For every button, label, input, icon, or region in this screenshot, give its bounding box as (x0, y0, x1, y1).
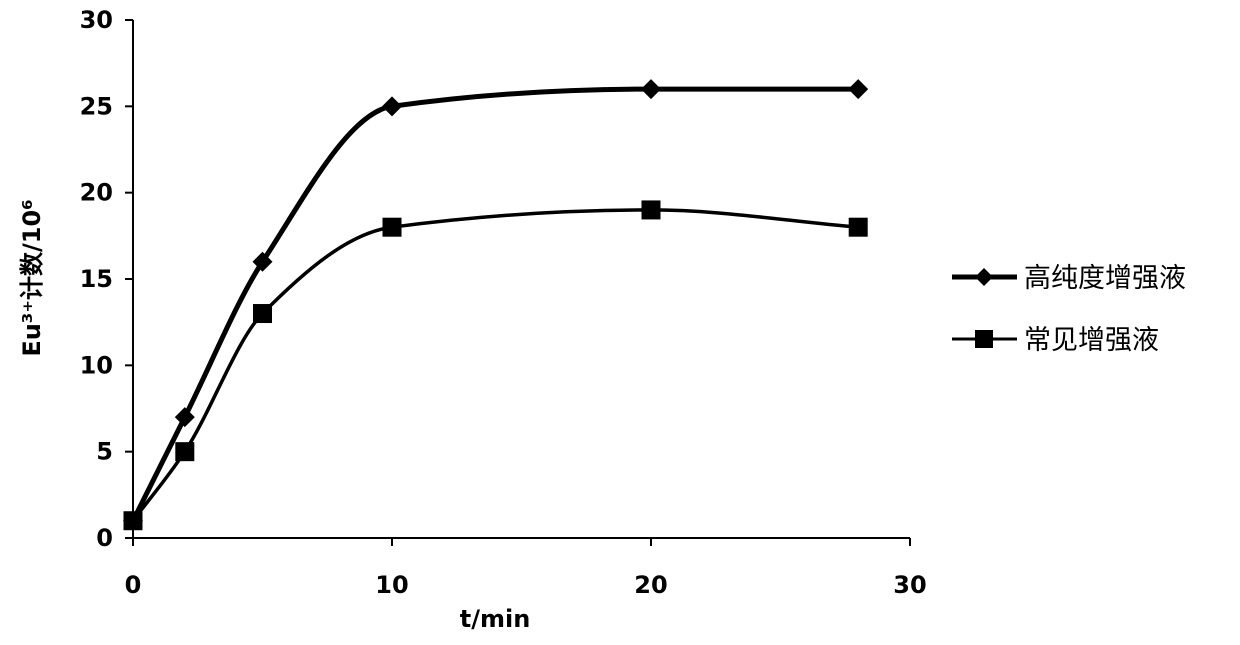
square-marker (253, 304, 272, 323)
square-marker (383, 218, 402, 237)
x-tick-label: 20 (634, 571, 667, 599)
legend-square-marker (975, 330, 993, 348)
y-tick-label: 5 (96, 438, 113, 466)
y-tick-label: 25 (80, 92, 113, 120)
y-axis-title: Eu³⁺计数/10⁶ (18, 199, 46, 356)
y-tick-label: 10 (80, 351, 113, 379)
legend: 高纯度增强液 常见增强液 (952, 263, 1186, 356)
square-marker (124, 511, 143, 530)
x-axis: 0 10 20 30 (125, 538, 927, 599)
diamond-marker (382, 96, 402, 116)
square-marker (642, 200, 661, 219)
y-tick-label: 30 (80, 6, 113, 34)
diamond-marker (175, 407, 195, 427)
square-marker (849, 218, 868, 237)
y-ticks: 0 5 10 15 20 25 30 (80, 6, 133, 552)
y-tick-label: 20 (80, 179, 113, 207)
x-tick-label: 0 (125, 571, 142, 599)
legend-diamond-marker (975, 268, 993, 286)
x-axis-title: t/min (460, 605, 531, 633)
series-layer (123, 79, 868, 531)
x-ticks: 0 10 20 30 (125, 538, 927, 599)
y-axis: 0 5 10 15 20 25 30 (80, 6, 133, 552)
diamond-marker (848, 79, 868, 99)
legend-item-high-purity: 高纯度增强液 (952, 263, 1186, 294)
diamond-marker (641, 79, 661, 99)
legend-item-common: 常见增强液 (952, 325, 1159, 356)
y-tick-label: 0 (96, 524, 113, 552)
x-tick-label: 10 (375, 571, 408, 599)
x-tick-label: 30 (893, 571, 926, 599)
legend-label-common: 常见增强液 (1024, 325, 1159, 356)
y-tick-label: 15 (80, 265, 113, 293)
series-line-1 (133, 89, 858, 521)
series-line-2 (133, 210, 858, 521)
legend-label-high-purity: 高纯度增强液 (1024, 263, 1186, 294)
square-marker (175, 442, 194, 461)
